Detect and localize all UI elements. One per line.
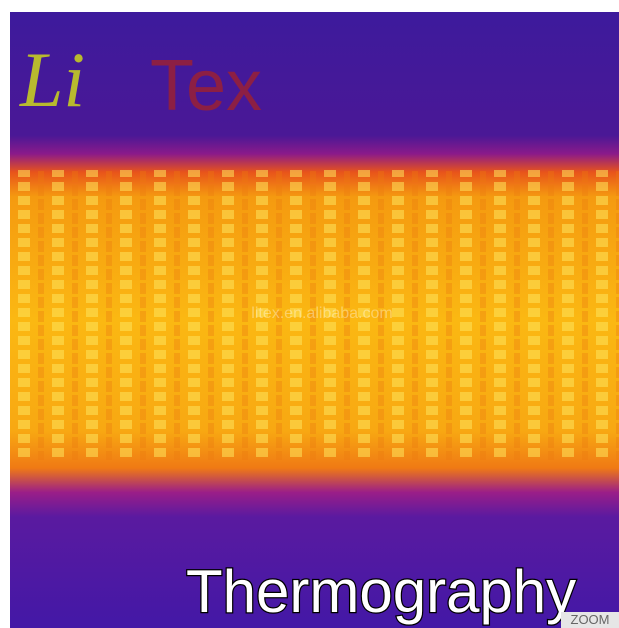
caption: Thermography <box>186 558 576 625</box>
logo-text: Tex <box>150 46 262 126</box>
thermal-image: Li Tex litex.en.alibaba.com Thermography <box>0 0 619 628</box>
zoom-button[interactable]: ZOOM <box>561 612 619 628</box>
logo-script: Li <box>19 36 85 123</box>
watermark: litex.en.alibaba.com <box>251 305 392 322</box>
page: {"logo": {"script": "Li", "text": "Tex"}… <box>0 0 619 628</box>
